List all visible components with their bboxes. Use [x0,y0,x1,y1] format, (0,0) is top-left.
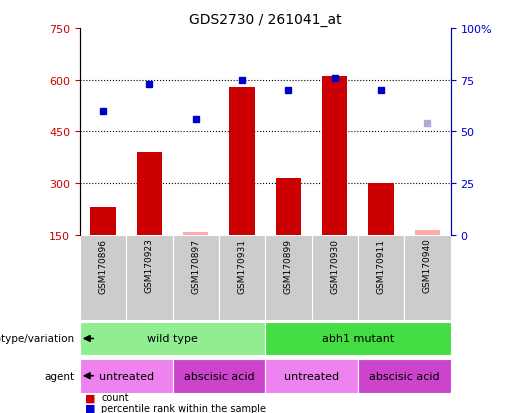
Text: untreated: untreated [284,371,339,381]
Text: GSM170930: GSM170930 [330,238,339,293]
Text: GSM170923: GSM170923 [145,238,154,293]
Bar [265,359,358,392]
Bar [312,235,358,320]
Text: GSM170911: GSM170911 [376,238,386,293]
Text: abh1 mutant: abh1 mutant [322,334,394,344]
Bar [415,230,440,235]
Text: count: count [101,392,129,402]
Bar [358,359,451,392]
Bar [80,235,126,320]
Bar [80,359,173,392]
Text: GSM170897: GSM170897 [191,238,200,293]
Text: genotype/variation: genotype/variation [0,334,75,344]
Bar [80,322,265,355]
Bar [173,235,219,320]
Text: ■: ■ [85,403,95,413]
Text: ■: ■ [85,392,95,402]
Text: untreated: untreated [98,371,154,381]
Bar [368,184,394,235]
Text: GSM170899: GSM170899 [284,238,293,293]
Text: abscisic acid: abscisic acid [183,371,254,381]
Text: GSM170940: GSM170940 [423,238,432,293]
Bar [404,235,451,320]
Text: GSM170896: GSM170896 [98,238,108,293]
Bar [126,235,173,320]
Bar [219,235,265,320]
Bar [183,232,209,235]
Bar [90,208,116,235]
Text: GSM170931: GSM170931 [237,238,247,293]
Text: agent: agent [45,371,75,381]
Title: GDS2730 / 261041_at: GDS2730 / 261041_at [189,12,341,26]
Bar [322,77,348,235]
Bar [136,153,162,235]
Bar [276,178,301,235]
Text: wild type: wild type [147,334,198,344]
Bar [265,235,312,320]
Bar [265,322,451,355]
Bar [173,359,265,392]
Bar [358,235,404,320]
Text: abscisic acid: abscisic acid [369,371,440,381]
Text: percentile rank within the sample: percentile rank within the sample [101,403,266,413]
Bar [229,88,255,235]
